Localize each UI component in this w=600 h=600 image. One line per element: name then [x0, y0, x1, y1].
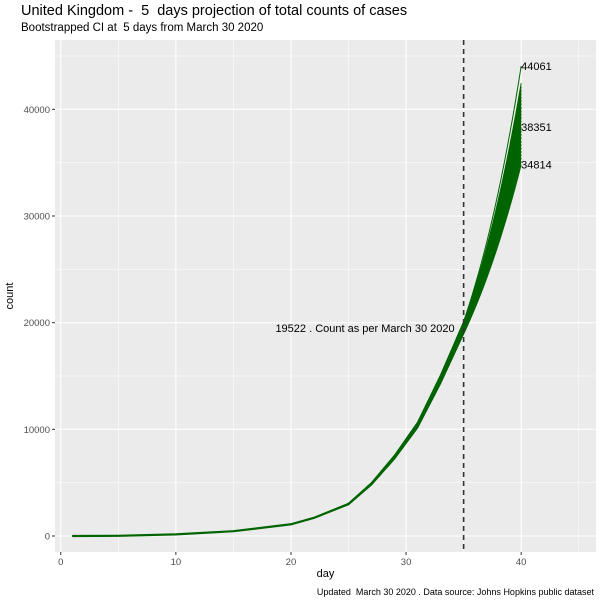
x-tick-label: 20	[286, 557, 297, 568]
annotations: 19522 . Count as per March 30 2020 44061 3…	[275, 61, 551, 335]
data-label: 44061	[521, 61, 552, 73]
y-tick-label: 10000	[24, 425, 50, 436]
x-tick-label: 40	[516, 557, 527, 568]
axis-ticks: 0 10 20 30 40 0 10000 20000 30000 40000	[24, 105, 527, 568]
y-tick-label: 20000	[24, 318, 50, 329]
y-tick-label: 30000	[24, 212, 50, 223]
chart-title: United Kingdom - 5 days projection of to…	[21, 3, 408, 19]
data-label: 19522 . Count as per March 30 2020	[275, 323, 454, 335]
chart-caption: Updated March 30 2020 . Data source: Joh…	[316, 587, 594, 597]
plot-panel	[55, 40, 596, 552]
x-tick-label: 30	[401, 557, 412, 568]
chart-subtitle: Bootstrapped CI at 5 days from March 30 …	[21, 22, 264, 34]
x-tick-label: 10	[171, 557, 182, 568]
observed-series-line	[72, 327, 465, 538]
y-tick-label: 40000	[24, 105, 50, 116]
x-axis-title: day	[317, 568, 335, 580]
data-label: 34814	[521, 160, 552, 172]
x-tick-label: 0	[58, 557, 63, 568]
data-label: 38351	[521, 122, 552, 134]
y-tick-label: 0	[45, 532, 50, 543]
y-axis-title: count	[4, 283, 16, 310]
